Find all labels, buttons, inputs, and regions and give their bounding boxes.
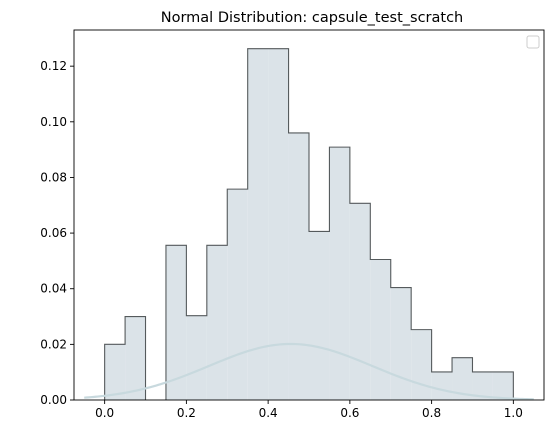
histogram-bar-13 (370, 259, 391, 400)
histogram-bar-14 (390, 287, 412, 400)
y-axis: 0.00 0.02 0.04 0.06 0.08 0.10 0.12 (40, 59, 74, 407)
histogram-bar-5 (206, 245, 228, 400)
x-tick-label: 0.2 (177, 406, 196, 420)
chart-title: Normal Distribution: capsule_test_scratc… (161, 10, 463, 26)
histogram-bar-8 (268, 48, 289, 400)
legend-box (526, 35, 540, 49)
x-tick-label: 0.6 (340, 406, 359, 420)
histogram-bar-17 (452, 357, 473, 400)
x-tick-label: 0.0 (95, 406, 114, 420)
histogram-bar-18 (472, 371, 493, 400)
histogram-bar-11 (329, 147, 350, 400)
histogram-bar-9 (288, 132, 309, 401)
histogram-bar-15 (411, 329, 432, 400)
y-tick-label: 0.08 (40, 170, 67, 184)
plot-area (73, 29, 545, 401)
x-tick-label: 1.0 (504, 406, 523, 420)
histogram-bar-12 (349, 203, 371, 400)
normal-curve-line (84, 342, 534, 401)
histogram-bar-1 (125, 316, 146, 400)
y-tick-label: 0.12 (40, 59, 67, 73)
histogram-bar-7 (247, 48, 269, 400)
histogram-bar-10 (309, 231, 330, 400)
histogram-bar-19 (492, 371, 514, 400)
y-tick-label: 0.04 (40, 282, 67, 296)
histogram-outline (104, 48, 514, 400)
y-tick-label: 0.06 (40, 226, 67, 240)
histogram-bar-6 (227, 189, 248, 400)
y-tick-label: 0.02 (40, 337, 67, 351)
histogram-bar-4 (186, 315, 207, 400)
y-tick-label: 0.10 (40, 115, 67, 129)
x-tick-label: 0.4 (259, 406, 278, 420)
histogram-bar-0 (104, 344, 126, 400)
x-axis: 0.0 0.2 0.4 0.6 0.8 1.0 (95, 400, 523, 420)
x-tick-label: 0.8 (422, 406, 441, 420)
plot-frame (73, 29, 545, 401)
histogram-bar-3 (165, 245, 187, 400)
histogram-bar-16 (431, 371, 453, 400)
y-tick-label: 0.00 (40, 393, 67, 407)
